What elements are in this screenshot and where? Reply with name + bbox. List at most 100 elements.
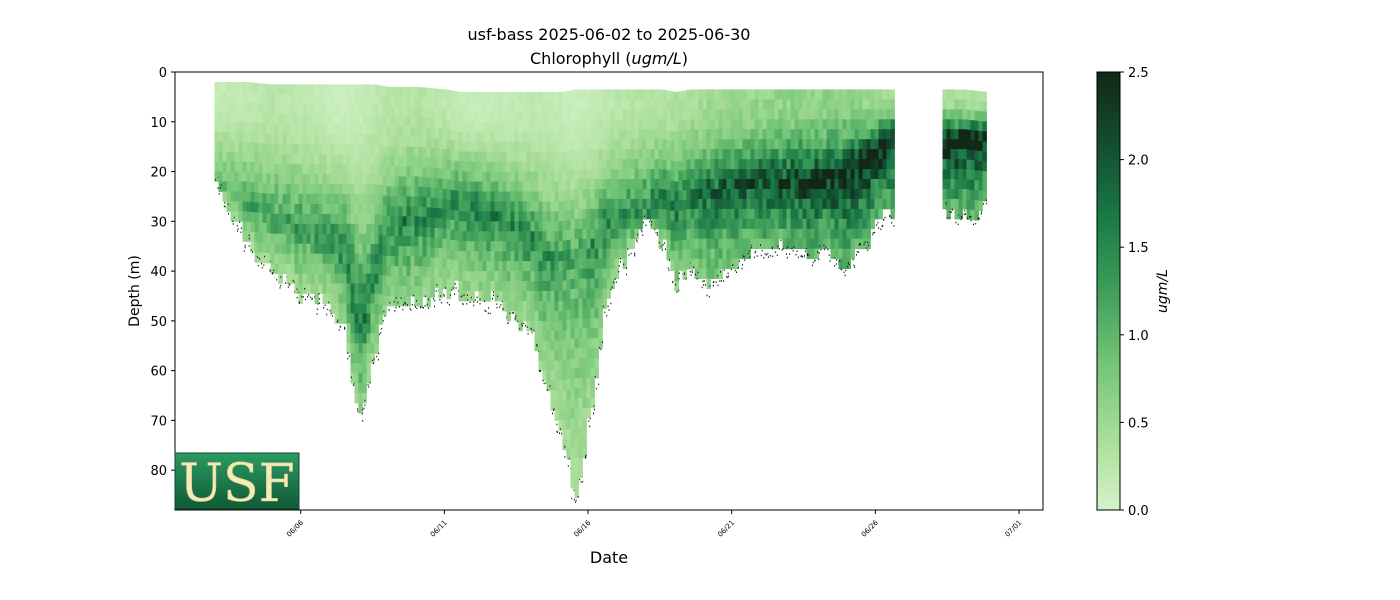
heatmap-cell (326, 223, 331, 235)
heatmap-cell (582, 159, 587, 170)
heatmap-cell (494, 181, 499, 192)
heatmap-cell (590, 268, 595, 279)
heatmap-cell (614, 268, 619, 279)
heatmap-cell (426, 117, 431, 129)
heatmap-cell (706, 129, 711, 140)
heatmap-cell (762, 238, 767, 250)
heatmap-cell (594, 358, 599, 369)
heatmap-cell (974, 130, 979, 141)
heatmap-cell (438, 138, 443, 150)
heatmap-cell (474, 121, 479, 133)
heatmap-cell (458, 91, 463, 103)
heatmap-cell (590, 348, 595, 359)
heatmap-cell (455, 287, 457, 289)
heatmap-cell (630, 208, 635, 220)
heatmap-cell (226, 91, 231, 103)
heatmap-cell (462, 181, 467, 192)
heatmap-cell (358, 373, 363, 384)
heatmap-cell (474, 101, 479, 113)
heatmap-cell (358, 353, 363, 364)
heatmap-cell (530, 141, 535, 153)
heatmap-cell (346, 134, 351, 145)
heatmap-cell (726, 228, 731, 240)
heatmap-cell (846, 109, 851, 120)
heatmap-cell (502, 251, 507, 262)
heatmap-cell (642, 99, 647, 110)
heatmap-cell (710, 189, 715, 200)
heatmap-cell (510, 211, 515, 222)
heatmap-cell (818, 258, 820, 261)
heatmap-cell (538, 221, 543, 232)
heatmap-cell (674, 201, 679, 212)
heatmap-cell (614, 198, 619, 210)
heatmap-cell (254, 242, 259, 253)
heatmap-cell (394, 276, 399, 287)
heatmap-cell (590, 228, 595, 240)
heatmap-cell (470, 161, 475, 172)
heatmap-cell (366, 263, 371, 274)
heatmap-cell (334, 144, 339, 155)
heatmap-cell (610, 228, 615, 240)
heatmap-cell (410, 276, 415, 287)
heatmap-cell (514, 231, 519, 242)
heatmap-cell (658, 218, 663, 230)
heatmap-cell (746, 99, 751, 110)
heatmap-cell (258, 123, 263, 134)
heatmap-cell (574, 378, 579, 389)
heatmap-cell (378, 284, 383, 295)
heatmap-cell (250, 112, 255, 123)
heatmap-cell (874, 169, 879, 180)
heatmap-cell (354, 124, 359, 135)
heatmap-cell (586, 318, 591, 329)
heatmap-cell (266, 233, 271, 244)
heatmap-cell (314, 293, 319, 304)
heatmap-cell (570, 159, 575, 171)
heatmap-cell (334, 283, 339, 294)
heatmap-cell (430, 207, 435, 219)
heatmap-cell (500, 304, 502, 306)
heatmap-cell (218, 141, 223, 153)
heatmap-cell (702, 189, 707, 200)
heatmap-cell (454, 260, 459, 271)
heatmap-cell (358, 104, 363, 115)
heatmap-cell (382, 145, 387, 157)
heatmap-cell (782, 89, 787, 100)
heatmap-cell (502, 141, 507, 153)
heatmap-cell (358, 203, 363, 215)
heatmap-cell (575, 499, 577, 502)
heatmap-cell (646, 208, 651, 220)
heatmap-cell (750, 238, 755, 250)
heatmap-cell (418, 246, 423, 257)
heatmap-cell (494, 161, 499, 172)
heatmap-cell (730, 149, 735, 160)
heatmap-cell (294, 154, 299, 165)
heatmap-cell (550, 241, 555, 252)
heatmap-cell (378, 304, 383, 315)
heatmap-cell (546, 251, 551, 262)
heatmap-cell (553, 409, 554, 411)
heatmap-cell (778, 149, 783, 160)
heatmap-cell (398, 166, 403, 177)
heatmap-cell (682, 180, 687, 191)
heatmap-cell (538, 191, 543, 202)
heatmap-cell (466, 101, 471, 113)
heatmap-cell (842, 189, 847, 200)
heatmap-cell (318, 84, 323, 95)
heatmap-cell (626, 273, 628, 276)
heatmap-cell (786, 246, 788, 248)
heatmap-cell (794, 119, 799, 130)
heatmap-cell (262, 242, 267, 254)
heatmap-cell (890, 189, 895, 200)
heatmap-cell (750, 139, 755, 150)
heatmap-cell (294, 94, 299, 105)
heatmap-cell (730, 208, 735, 220)
heatmap-cell (586, 408, 591, 419)
heatmap-cell (870, 119, 875, 130)
heatmap-cell (582, 378, 587, 389)
heatmap-cell (558, 301, 563, 312)
heatmap-cell (550, 121, 555, 133)
x-axis: 06/06 06/11 06/16 06/21 06/26 07/01 (285, 510, 1023, 539)
heatmap-cell (554, 350, 559, 362)
heatmap-cell (538, 340, 543, 352)
heatmap-cell (511, 312, 513, 314)
